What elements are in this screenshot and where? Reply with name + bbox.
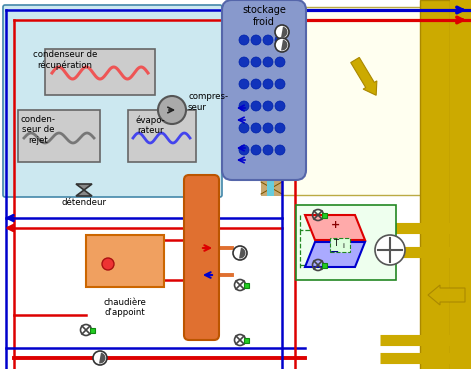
Text: condenseur de
récupération: condenseur de récupération bbox=[33, 50, 97, 70]
Text: −: − bbox=[330, 247, 340, 257]
FancyBboxPatch shape bbox=[3, 5, 222, 197]
Circle shape bbox=[251, 145, 261, 155]
Circle shape bbox=[275, 79, 285, 89]
Circle shape bbox=[275, 25, 289, 39]
Bar bbox=[86, 235, 164, 287]
FancyBboxPatch shape bbox=[184, 175, 219, 340]
Circle shape bbox=[239, 57, 249, 67]
Circle shape bbox=[239, 123, 249, 133]
Circle shape bbox=[275, 145, 285, 155]
Bar bbox=[267, 7, 274, 196]
Circle shape bbox=[263, 35, 273, 45]
Wedge shape bbox=[239, 248, 245, 259]
Bar bbox=[128, 110, 196, 162]
Circle shape bbox=[233, 246, 247, 260]
Polygon shape bbox=[76, 190, 92, 196]
Circle shape bbox=[102, 258, 114, 270]
Circle shape bbox=[239, 145, 249, 155]
Text: détendeur: détendeur bbox=[62, 198, 106, 207]
Circle shape bbox=[239, 35, 249, 45]
Bar bbox=[261, 7, 282, 196]
Text: T: T bbox=[333, 239, 339, 248]
Circle shape bbox=[251, 35, 261, 45]
Bar bbox=[450, 0, 471, 369]
Circle shape bbox=[275, 123, 285, 133]
Bar bbox=[45, 49, 155, 95]
Polygon shape bbox=[76, 184, 92, 190]
FancyArrow shape bbox=[351, 58, 377, 95]
Bar bbox=[296, 205, 396, 280]
Circle shape bbox=[275, 35, 285, 45]
Circle shape bbox=[251, 79, 261, 89]
Bar bbox=[90, 328, 95, 333]
FancyArrow shape bbox=[428, 285, 465, 305]
Text: évapo-
rateur: évapo- rateur bbox=[135, 115, 165, 135]
Bar bbox=[330, 238, 350, 252]
Wedge shape bbox=[99, 353, 106, 363]
Text: chaudière
d'appoint: chaudière d'appoint bbox=[104, 298, 146, 317]
Bar bbox=[244, 338, 249, 343]
Bar bbox=[18, 110, 100, 162]
Polygon shape bbox=[305, 215, 365, 240]
Circle shape bbox=[275, 38, 289, 52]
Text: conden-
seur de
rejet: conden- seur de rejet bbox=[21, 115, 56, 145]
Bar bbox=[244, 283, 249, 288]
Circle shape bbox=[251, 57, 261, 67]
Circle shape bbox=[375, 235, 405, 265]
Wedge shape bbox=[281, 39, 287, 51]
Text: stockage
froid: stockage froid bbox=[242, 5, 286, 27]
Polygon shape bbox=[305, 242, 365, 267]
Circle shape bbox=[263, 79, 273, 89]
Bar bbox=[420, 0, 450, 369]
Bar bbox=[282, 7, 467, 195]
Circle shape bbox=[239, 79, 249, 89]
Circle shape bbox=[158, 96, 186, 124]
Circle shape bbox=[263, 123, 273, 133]
Circle shape bbox=[263, 145, 273, 155]
Text: i: i bbox=[342, 243, 344, 249]
Text: +: + bbox=[330, 220, 340, 230]
Circle shape bbox=[263, 57, 273, 67]
Circle shape bbox=[239, 101, 249, 111]
Circle shape bbox=[275, 101, 285, 111]
Bar bbox=[322, 263, 327, 268]
Bar bbox=[322, 213, 327, 218]
Circle shape bbox=[263, 101, 273, 111]
Circle shape bbox=[93, 351, 107, 365]
Circle shape bbox=[251, 101, 261, 111]
Wedge shape bbox=[281, 27, 287, 38]
Text: compres-
seur: compres- seur bbox=[188, 92, 228, 112]
FancyBboxPatch shape bbox=[222, 0, 306, 180]
Circle shape bbox=[251, 123, 261, 133]
Circle shape bbox=[275, 57, 285, 67]
